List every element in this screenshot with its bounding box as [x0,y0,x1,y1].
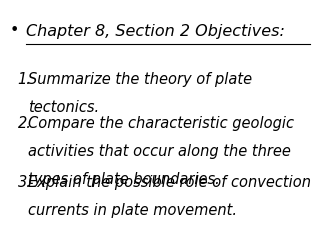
Text: Compare the characteristic geologic: Compare the characteristic geologic [28,116,294,132]
Text: tectonics.: tectonics. [28,100,99,115]
Text: activities that occur along the three: activities that occur along the three [28,144,291,159]
Text: 3.: 3. [18,175,31,190]
Text: 1.: 1. [18,72,31,87]
Text: Summarize the theory of plate: Summarize the theory of plate [28,72,252,87]
Text: •: • [10,23,19,38]
Text: 2.: 2. [18,116,31,132]
Text: Chapter 8, Section 2 Objectives:: Chapter 8, Section 2 Objectives: [26,24,284,39]
Text: types of plate boundaries.: types of plate boundaries. [28,172,220,187]
Text: Explain the possible role of convection: Explain the possible role of convection [28,175,311,190]
Text: currents in plate movement.: currents in plate movement. [28,203,237,218]
